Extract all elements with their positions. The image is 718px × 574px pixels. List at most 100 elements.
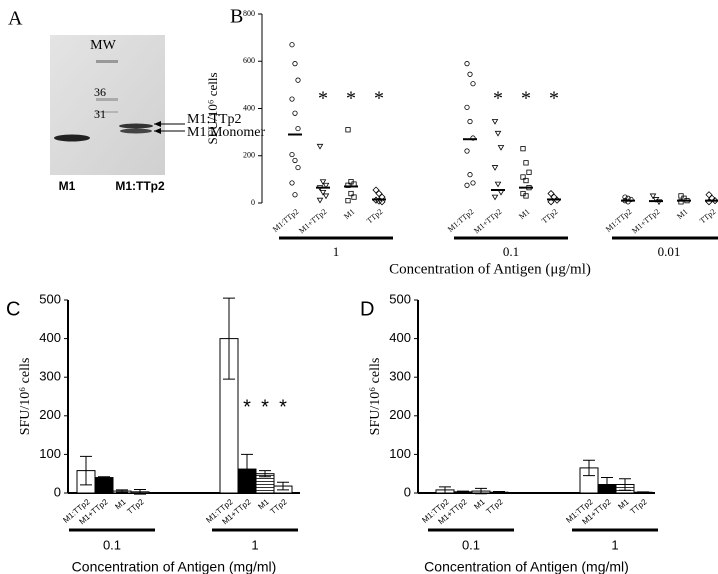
y-tick-label: 800 — [243, 9, 255, 18]
data-point — [319, 189, 327, 196]
data-point — [547, 198, 555, 206]
y-axis-label: SFU/10⁶ cells — [18, 358, 33, 436]
y-tick-label: 400 — [39, 330, 61, 345]
y-tick-label: 400 — [243, 103, 255, 112]
x-axis-label: Concentration of Antigen (mg/ml) — [72, 559, 277, 574]
mw-marker: 31 — [94, 107, 106, 121]
significance-star: * — [318, 88, 328, 110]
significance-star: * — [261, 396, 269, 418]
error-bar — [277, 481, 289, 491]
y-tick-label: 300 — [39, 369, 61, 384]
data-point — [470, 135, 476, 141]
x-tick-label: M1+TTp2 — [297, 207, 328, 235]
x-tick-label: TTp2 — [540, 207, 559, 225]
gel-band — [120, 128, 152, 134]
group-label: 1 — [611, 537, 618, 552]
error-bar — [134, 489, 146, 495]
lane-label: M1 — [59, 179, 76, 193]
data-point — [467, 118, 473, 125]
y-tick-label: 200 — [243, 151, 255, 160]
data-point — [316, 143, 324, 150]
data-point — [467, 71, 473, 77]
error-bar — [80, 455, 92, 486]
data-point — [491, 194, 499, 201]
y-tick-label: 600 — [243, 56, 255, 65]
gel-band — [96, 98, 118, 101]
y-tick-label: 500 — [389, 291, 411, 306]
y-axis-label: SFU/10⁶ cells — [368, 358, 383, 436]
data-point — [378, 198, 386, 206]
error-bar — [223, 297, 235, 380]
error-bar — [619, 478, 631, 491]
data-point — [372, 186, 380, 194]
data-point — [711, 197, 718, 205]
gel-band — [54, 134, 90, 142]
data-point — [345, 182, 351, 188]
data-point — [520, 174, 526, 180]
mw-marker: 36 — [94, 85, 106, 99]
data-point — [678, 199, 684, 205]
y-tick-label: 100 — [39, 446, 61, 461]
group-label: 1 — [251, 537, 258, 552]
panel-letter: A — [8, 8, 23, 30]
x-tick-label: M1 — [342, 207, 356, 221]
x-axis-label: Concentration of Antigen (μg/ml) — [389, 261, 591, 277]
data-point — [491, 119, 499, 125]
x-tick-label: M1:TTp2 — [271, 207, 301, 234]
data-point — [467, 172, 473, 178]
significance-star: * — [493, 88, 503, 110]
data-point — [292, 157, 298, 164]
x-tick-label: M1:TTp2 — [446, 207, 476, 234]
significance-star: * — [549, 88, 559, 110]
error-bar — [98, 476, 110, 479]
data-point — [289, 96, 295, 102]
data-point — [464, 148, 470, 154]
significance-star: * — [521, 88, 531, 110]
error-bar — [457, 490, 469, 494]
arrow-head — [154, 128, 161, 134]
data-point — [375, 189, 383, 198]
y-tick-label: 0 — [251, 198, 255, 207]
x-tick-label: TTp2 — [365, 207, 384, 225]
data-point — [464, 182, 470, 188]
data-point — [295, 77, 301, 83]
gel-band — [119, 123, 153, 129]
y-tick-label: 100 — [389, 446, 411, 461]
y-tick-label: 0 — [404, 484, 411, 499]
data-point — [625, 199, 631, 205]
data-point — [289, 180, 295, 186]
panel-a: A MW 36 31 M1:TTp2 M1 Monomer M1 M1:TTp2 — [8, 8, 266, 194]
x-tick-label: TTp2 — [126, 497, 147, 516]
gel-band — [96, 60, 118, 63]
error-bar — [583, 459, 595, 477]
group-label: 0.1 — [462, 537, 480, 552]
data-point — [351, 194, 357, 200]
group-label: 1 — [333, 244, 340, 259]
data-point — [322, 182, 330, 189]
data-point — [322, 193, 330, 200]
x-tick-label: M1:TTp2 — [604, 207, 634, 234]
data-point — [622, 194, 628, 200]
data-point — [348, 190, 354, 197]
y-tick-label: 200 — [39, 407, 61, 422]
y-tick-label: 400 — [389, 330, 411, 345]
error-bar — [241, 453, 253, 485]
data-point — [494, 181, 502, 188]
data-point — [295, 164, 301, 171]
data-point — [547, 189, 555, 198]
panel-letter: B — [230, 6, 243, 28]
group-label: 0.01 — [658, 244, 681, 259]
data-point — [497, 189, 505, 196]
significance-star: * — [243, 396, 251, 418]
gel-image — [50, 35, 165, 175]
significance-star: * — [374, 88, 384, 110]
data-point — [292, 192, 298, 198]
error-bar — [601, 477, 613, 492]
data-point — [295, 125, 301, 132]
data-point — [292, 110, 298, 116]
band-label: M1:TTp2 — [187, 112, 241, 127]
x-tick-label: TTp2 — [698, 207, 717, 225]
mw-label: MW — [90, 38, 116, 53]
error-bar — [439, 486, 451, 494]
